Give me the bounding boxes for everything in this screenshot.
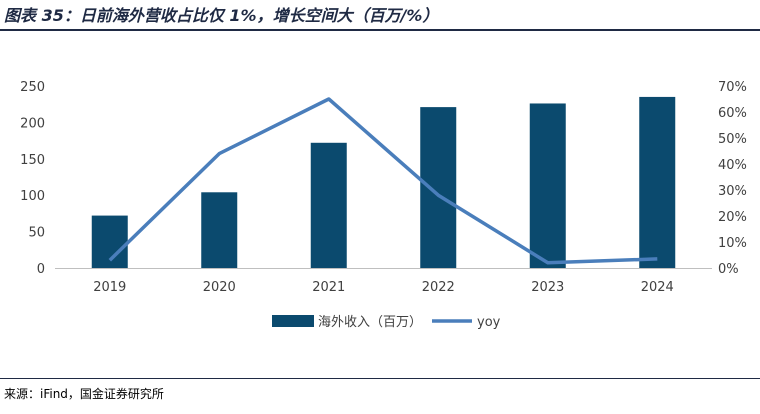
x-axis-ticks: 2019 2020 2021 2022 2023 2024 [93,280,674,295]
x-axis-tick-label: 2022 [422,280,455,295]
x-axis-tick-label: 2019 [93,280,126,295]
right-axis-tick-label: 10% [718,236,747,251]
x-axis-tick-label: 2020 [203,280,236,295]
left-axis-tick-label: 150 [20,153,45,168]
left-axis-tick-label: 0 [37,262,45,277]
right-axis-tick-label: 20% [718,210,747,225]
left-axis-ticks: 0 50 100 150 200 250 [20,80,45,277]
left-axis-tick-label: 250 [20,80,45,95]
source-note: 来源：iFind，国金证券研究所 [4,387,164,401]
right-axis-ticks: 0% 10% 20% 30% 40% 50% 60% 70% [718,80,747,277]
right-axis-tick-label: 60% [718,106,747,121]
bar-2020 [201,192,238,268]
bar-2024 [639,96,676,268]
bar-2022 [420,107,457,268]
right-axis-tick-label: 30% [718,184,747,199]
left-axis-tick-label: 50 [28,226,45,241]
x-axis-tick-label: 2023 [531,280,564,295]
title-divider [0,29,760,31]
right-axis-tick-label: 70% [718,80,747,95]
right-axis-tick-label: 0% [718,262,739,277]
figure-title: 图表 35：日前海外营收占比仅 1%，增长空间大（百万/%） [4,6,439,25]
right-axis-tick-label: 40% [718,158,747,173]
bar-2021 [310,142,347,268]
legend: 海外收入（百万） yoy [272,315,501,330]
bar-series [91,96,676,268]
legend-label-bars: 海外收入（百万） [318,315,422,330]
yoy-line [108,97,658,265]
x-axis-tick-label: 2021 [312,280,345,295]
legend-swatch-bars [272,315,314,327]
left-axis-tick-label: 100 [20,189,45,204]
right-axis-tick-label: 50% [718,132,747,147]
left-axis-tick-label: 200 [20,116,45,131]
bar-2023 [529,103,566,268]
x-axis-tick-label: 2024 [641,280,674,295]
footer-divider [0,378,760,379]
legend-label-yoy: yoy [477,315,501,330]
